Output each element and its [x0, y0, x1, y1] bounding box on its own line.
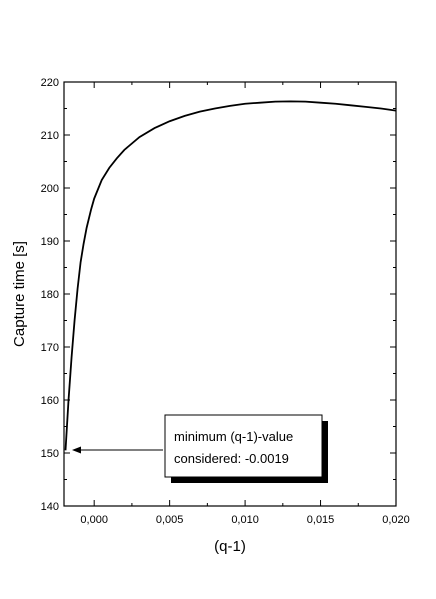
y-tick-label: 150	[41, 448, 59, 460]
y-axis-label: Capture time [s]	[11, 241, 28, 347]
annotation-line-2: considered: -0.0019	[174, 451, 289, 466]
annotation-box	[164, 414, 323, 478]
x-tick-label: 0,015	[307, 514, 335, 526]
annotation-line-1: minimum (q-1)-value	[174, 429, 293, 444]
y-tick-label: 180	[41, 289, 59, 301]
y-tick-label: 210	[41, 130, 59, 142]
y-tick-label: 190	[41, 236, 59, 248]
x-tick-label: 0,010	[231, 514, 259, 526]
annotation: minimum (q-1)-value considered: -0.0019	[72, 414, 328, 483]
y-tick-label: 170	[41, 342, 59, 354]
x-axis-ticks: 0,000 0,005 0,010 0,015 0,020	[80, 82, 410, 526]
y-tick-label: 220	[41, 77, 59, 89]
x-tick-label: 0,005	[156, 514, 184, 526]
annotation-arrowhead	[72, 446, 81, 454]
y-tick-label: 200	[41, 183, 59, 195]
y-tick-label: 140	[41, 501, 59, 513]
x-tick-label: 0,000	[80, 514, 108, 526]
y-tick-label: 160	[41, 395, 59, 407]
x-axis-label: (q-1)	[214, 538, 246, 555]
y-axis-ticks: 140 150 160 170 180 190 200 210 220	[41, 77, 396, 513]
series-line	[64, 100, 397, 451]
x-tick-label: 0,020	[382, 514, 410, 526]
